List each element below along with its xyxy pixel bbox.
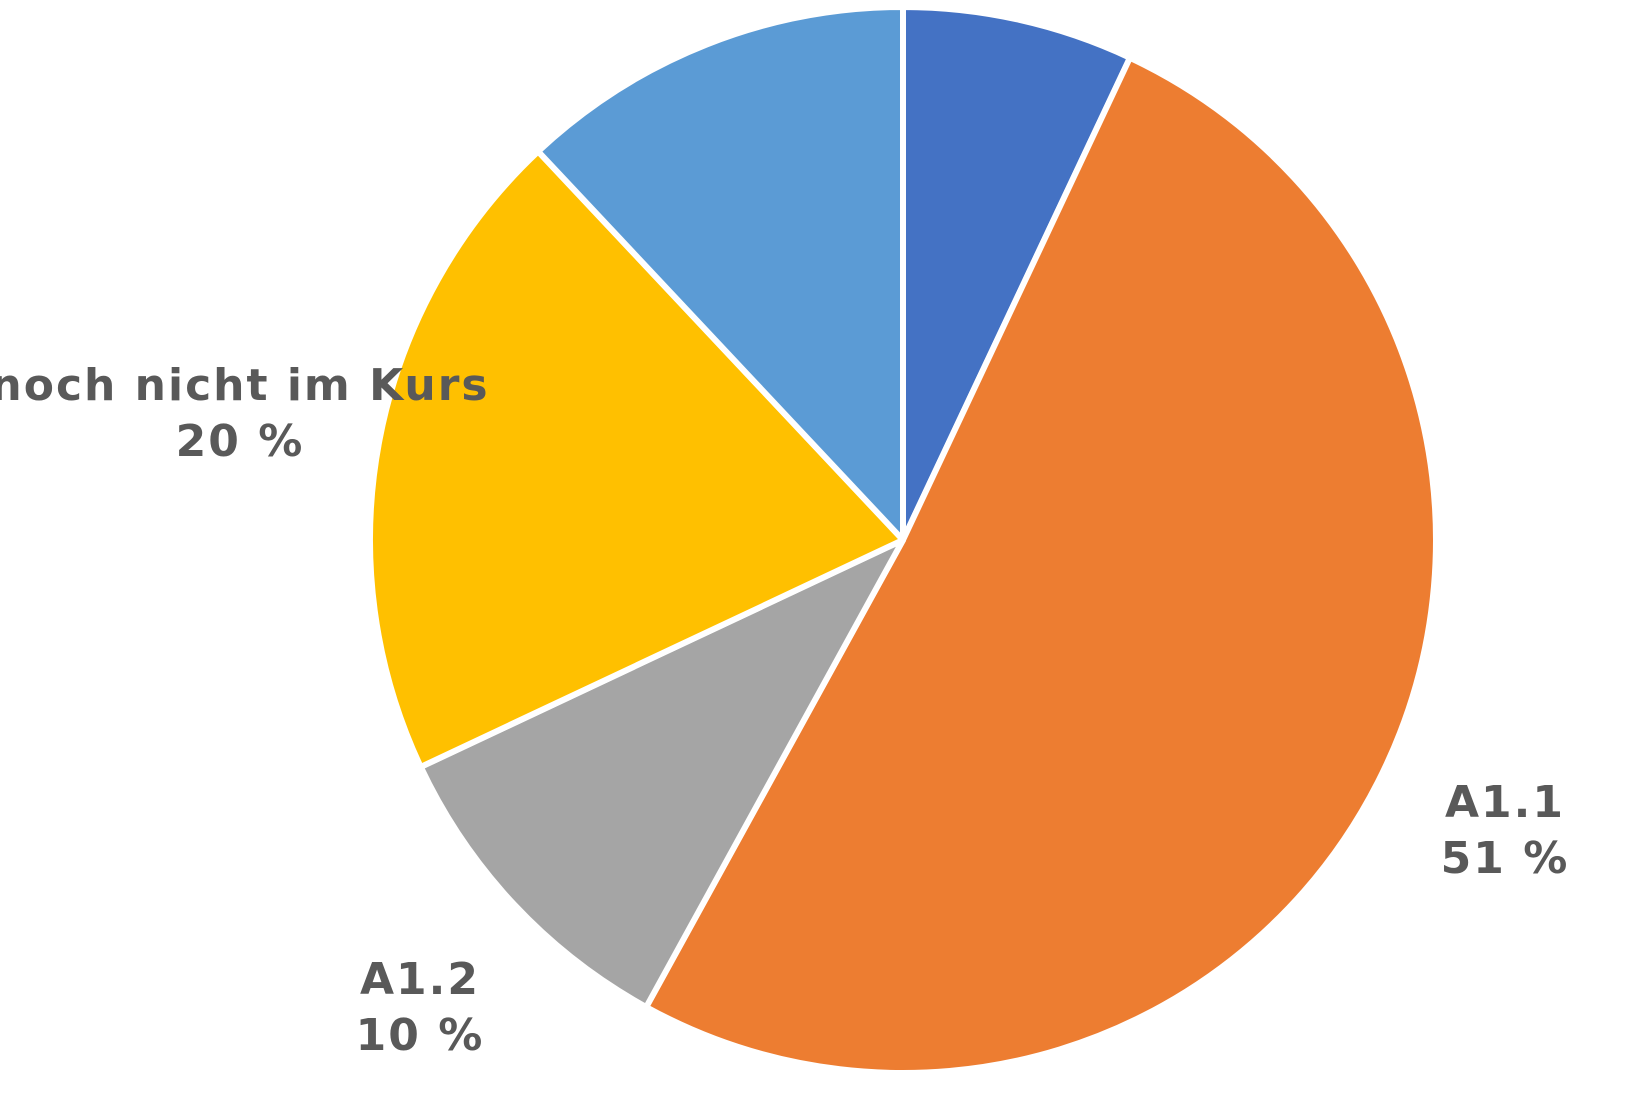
slice-value-label: 20 % — [176, 416, 305, 467]
slice-label: noch nicht im Kurs — [0, 360, 490, 411]
slice-label: A1.2 — [360, 954, 480, 1005]
slice-value-label: 51 % — [1441, 833, 1570, 884]
slice-value-label: 10 % — [356, 1010, 485, 1061]
pie-slice — [900, 4, 1133, 543]
pie-slice — [643, 54, 1439, 1077]
pie-slice — [535, 4, 906, 543]
pie-slice — [367, 148, 906, 770]
slice-label: A1.1 — [1445, 777, 1565, 828]
pie-slice — [417, 537, 906, 1011]
